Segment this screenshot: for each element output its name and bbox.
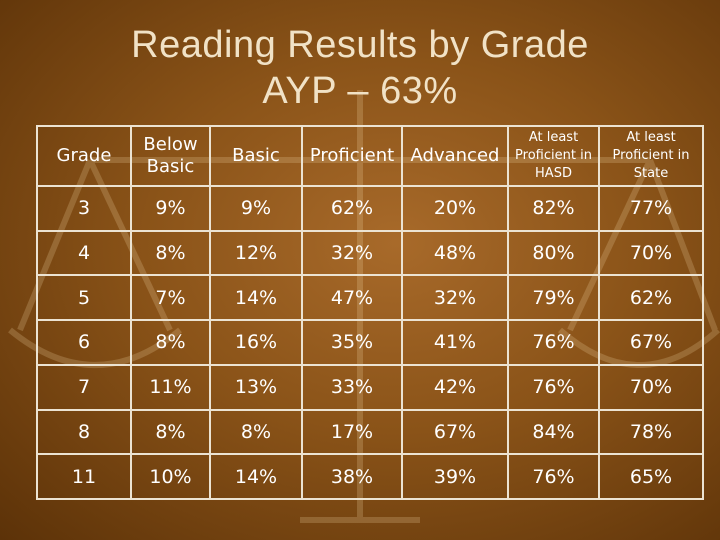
table-row: 7 11% 13% 33% 42% 76% 70% (36, 363, 704, 411)
cell-proficient: 47% (301, 274, 403, 322)
cell-proficient: 32% (301, 229, 403, 277)
cell-grade: 3 (36, 185, 132, 232)
slide-title: Reading Results by Grade AYP – 63% (0, 22, 720, 114)
cell-below-basic: 11% (130, 363, 211, 411)
cell-state: 65% (598, 453, 704, 500)
cell-grade: 4 (36, 229, 132, 277)
header-advanced: Advanced (401, 125, 509, 187)
table-row: 3 9% 9% 62% 20% 82% 77% (36, 185, 704, 232)
table-row: 11 10% 14% 38% 39% 76% 65% (36, 453, 704, 500)
cell-proficient: 38% (301, 453, 403, 500)
cell-advanced: 48% (401, 229, 509, 277)
cell-state: 62% (598, 274, 704, 322)
cell-advanced: 67% (401, 408, 509, 456)
cell-advanced: 32% (401, 274, 509, 322)
cell-basic: 16% (209, 319, 303, 366)
cell-grade: 5 (36, 274, 132, 322)
header-below-basic: Below Basic (130, 125, 211, 187)
cell-state: 67% (598, 319, 704, 366)
cell-hasd: 76% (507, 363, 600, 411)
cell-basic: 8% (209, 408, 303, 456)
cell-below-basic: 7% (130, 274, 211, 322)
cell-basic: 12% (209, 229, 303, 277)
table-row: 5 7% 14% 47% 32% 79% 62% (36, 274, 704, 322)
cell-below-basic: 10% (130, 453, 211, 500)
header-proficient: Proficient (301, 125, 403, 187)
cell-proficient: 62% (301, 185, 403, 232)
cell-advanced: 39% (401, 453, 509, 500)
reading-results-table: Grade Below Basic Basic Proficient Advan… (36, 125, 704, 500)
cell-state: 78% (598, 408, 704, 456)
table-row: 8 8% 8% 17% 67% 84% 78% (36, 408, 704, 456)
cell-below-basic: 9% (130, 185, 211, 232)
cell-basic: 9% (209, 185, 303, 232)
cell-grade: 7 (36, 363, 132, 411)
cell-advanced: 41% (401, 319, 509, 366)
cell-below-basic: 8% (130, 408, 211, 456)
header-basic: Basic (209, 125, 303, 187)
cell-grade: 8 (36, 408, 132, 456)
cell-hasd: 82% (507, 185, 600, 232)
cell-hasd: 76% (507, 319, 600, 366)
cell-state: 77% (598, 185, 704, 232)
title-line-1: Reading Results by Grade (131, 24, 589, 66)
cell-proficient: 35% (301, 319, 403, 366)
cell-state: 70% (598, 229, 704, 277)
header-grade: Grade (36, 125, 132, 187)
cell-basic: 14% (209, 274, 303, 322)
cell-advanced: 42% (401, 363, 509, 411)
cell-proficient: 17% (301, 408, 403, 456)
cell-hasd: 84% (507, 408, 600, 456)
title-line-2: AYP – 63% (262, 70, 458, 112)
cell-state: 70% (598, 363, 704, 411)
cell-below-basic: 8% (130, 319, 211, 366)
cell-hasd: 80% (507, 229, 600, 277)
cell-grade: 11 (36, 453, 132, 500)
cell-proficient: 33% (301, 363, 403, 411)
cell-advanced: 20% (401, 185, 509, 232)
cell-below-basic: 8% (130, 229, 211, 277)
header-row: Grade Below Basic Basic Proficient Advan… (36, 125, 704, 187)
cell-hasd: 76% (507, 453, 600, 500)
table-row: 4 8% 12% 32% 48% 80% 70% (36, 229, 704, 277)
header-at-least-proficient-hasd: At least Proficient in HASD (507, 125, 600, 187)
cell-basic: 14% (209, 453, 303, 500)
cell-hasd: 79% (507, 274, 600, 322)
cell-grade: 6 (36, 319, 132, 366)
table-row: 6 8% 16% 35% 41% 76% 67% (36, 319, 704, 366)
header-at-least-proficient-state: At least Proficient in State (598, 125, 704, 187)
cell-basic: 13% (209, 363, 303, 411)
